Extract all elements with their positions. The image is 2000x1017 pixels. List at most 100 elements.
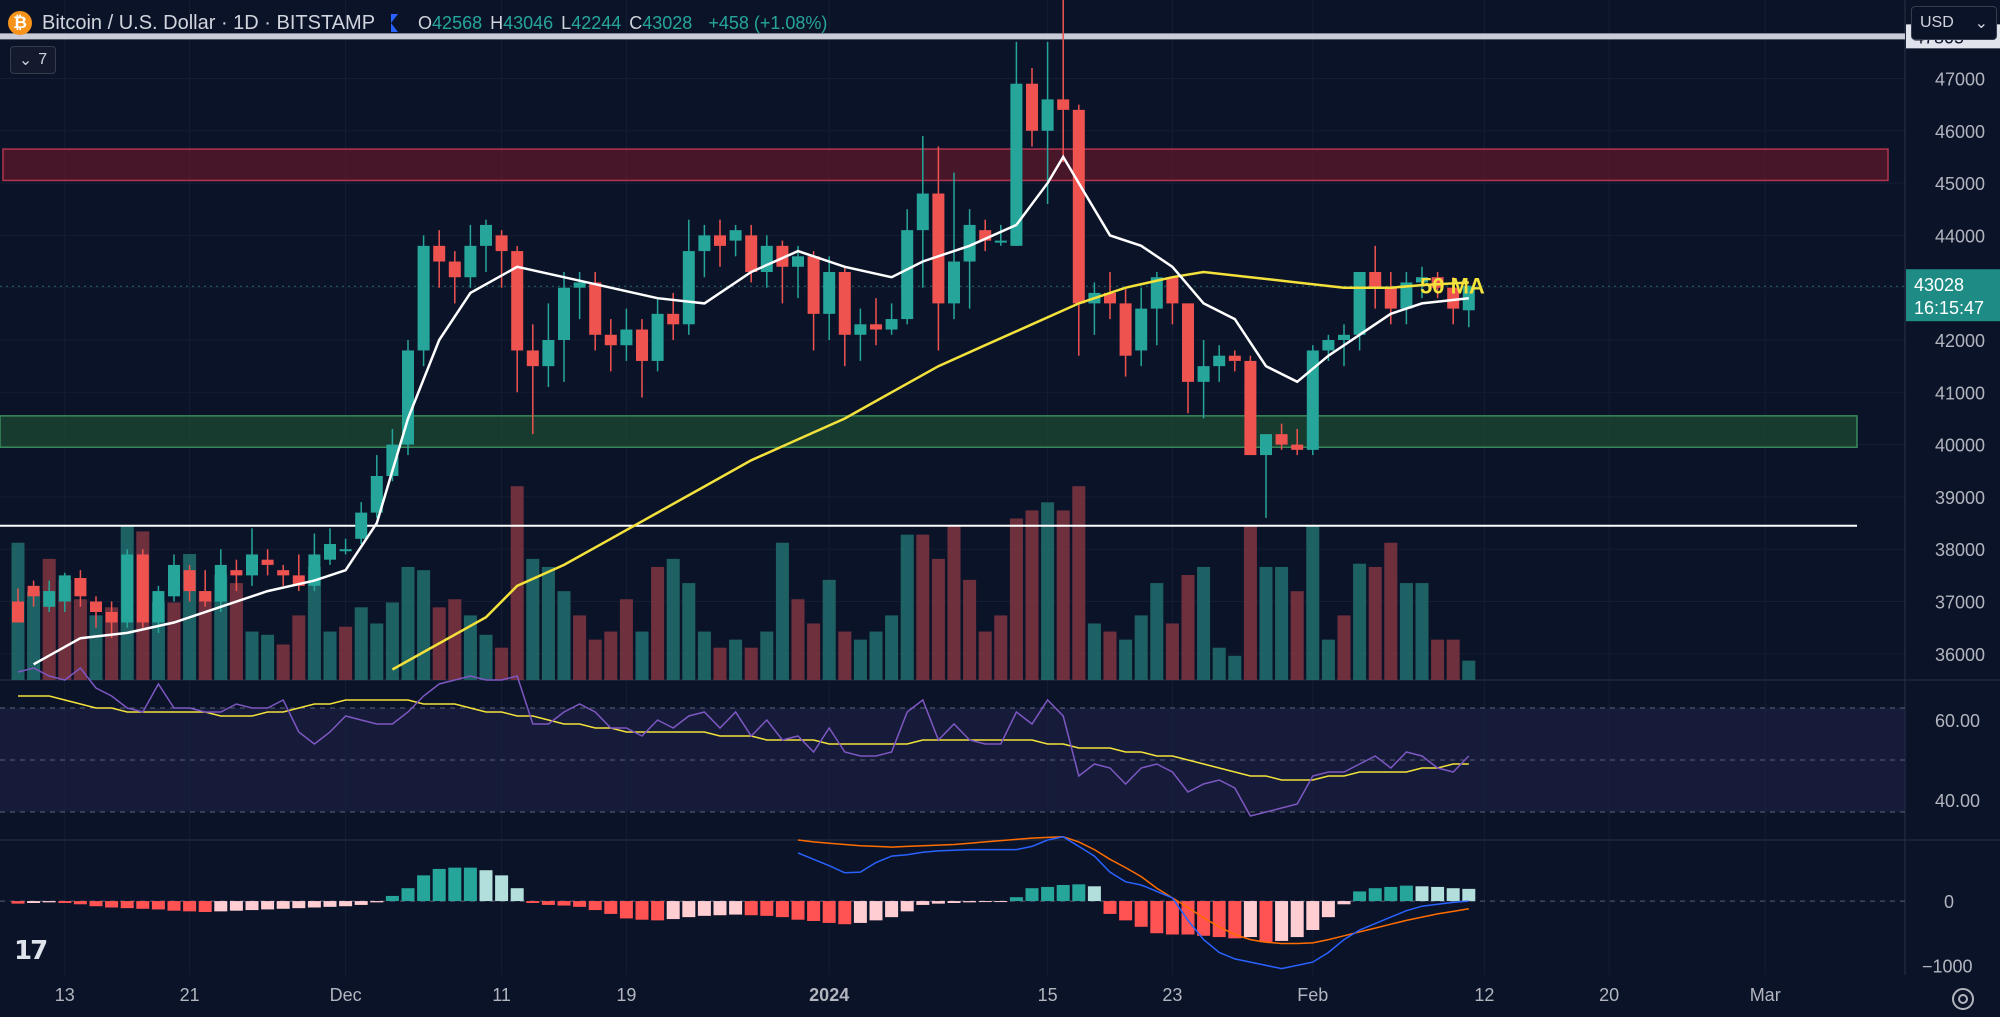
candle-body <box>1447 287 1460 309</box>
macd-histogram-bar <box>401 888 415 902</box>
indicators-count: 7 <box>38 51 48 68</box>
volume-bar <box>1119 639 1133 680</box>
candle-body <box>43 591 56 607</box>
volume-bar <box>1384 542 1398 680</box>
macd-histogram-bar <box>526 901 540 903</box>
time-tick-label: 12 <box>1474 985 1494 1005</box>
ohlc-low-value: 42244 <box>571 12 622 33</box>
time-tick-label: 11 <box>492 985 511 1005</box>
volume-bar <box>1321 639 1335 680</box>
price-tick-label: 46000 <box>1935 122 1985 142</box>
volume-bar <box>1290 591 1304 680</box>
volume-bar <box>869 631 883 680</box>
volume-bar <box>1009 518 1023 680</box>
rsi-ma-line <box>18 695 1469 781</box>
macd-histogram-bar <box>183 901 197 912</box>
volume-bar <box>885 615 899 680</box>
macd-histogram-bar <box>1181 901 1195 935</box>
price-tick-label: 38000 <box>1935 540 1985 560</box>
candle-body <box>308 554 321 586</box>
macd-histogram-bar <box>27 901 41 903</box>
price-tick-label: 39000 <box>1935 488 1985 508</box>
gear-icon[interactable] <box>1952 988 1974 1010</box>
candle-body <box>27 585 40 597</box>
currency-select[interactable]: USD ⌄ <box>1911 6 1997 40</box>
candle-body <box>168 564 180 597</box>
time-tick-label: Feb <box>1297 985 1328 1005</box>
volume-bar <box>105 607 119 680</box>
candle-body <box>604 334 617 346</box>
macd-histogram-bar <box>1384 886 1398 902</box>
time-tick-label: 13 <box>55 985 75 1005</box>
macd-histogram-bar <box>651 901 665 921</box>
macd-histogram-bar <box>1072 884 1086 902</box>
macd-histogram-bar <box>1243 901 1257 938</box>
time-tick-label: 23 <box>1162 985 1182 1005</box>
candle-body <box>12 601 24 623</box>
candle-body <box>495 235 508 252</box>
volume-bar <box>900 534 914 680</box>
candle-body <box>979 230 992 241</box>
volume-bar <box>1212 647 1226 680</box>
candle-body <box>792 256 804 267</box>
volume-bar <box>292 615 306 680</box>
annotation-labels: 50 MA <box>1420 273 1485 298</box>
macd-histogram-bar <box>573 901 587 907</box>
volume-bar <box>1431 639 1445 680</box>
candle-body <box>745 235 758 272</box>
macd-pane <box>0 836 1905 970</box>
macd-histogram-bar <box>604 901 618 914</box>
macd-histogram-bar <box>635 901 649 920</box>
volume-bar <box>463 615 477 680</box>
volume-bar <box>963 579 977 680</box>
volume-bar <box>339 626 353 680</box>
volume-bar <box>978 631 992 680</box>
candle-body <box>448 261 461 278</box>
volume-bar <box>1415 583 1429 680</box>
macd-histogram-bar <box>1087 886 1101 902</box>
macd-histogram-bar <box>1415 886 1429 902</box>
volume-bar <box>401 566 415 680</box>
macd-histogram-bar <box>713 901 727 916</box>
candle-body <box>776 245 789 267</box>
macd-histogram-bar <box>120 901 134 909</box>
candle-body <box>838 272 851 335</box>
candle-body <box>1119 303 1132 356</box>
candle-body <box>1072 109 1085 304</box>
symbol-title[interactable]: Bitcoin / U.S. Dollar · 1D · BITSTAMP <box>42 11 376 34</box>
macd-histogram-bar <box>1275 901 1289 941</box>
volume-bar <box>448 599 462 680</box>
volume-bar <box>1259 566 1273 680</box>
last-price-label: 43028 <box>1914 275 1964 295</box>
ohlc-high-key: H <box>490 12 504 33</box>
macd-histogram-bar <box>307 901 321 908</box>
price-tick-label: 44000 <box>1935 226 1985 246</box>
price-tick-label: 40000 <box>1935 436 1985 456</box>
macd-histogram-bar <box>1150 901 1164 934</box>
volume-bar <box>713 647 727 680</box>
macd-histogram-bar <box>729 901 743 915</box>
candle-body <box>885 319 898 330</box>
volume-bar <box>417 570 431 680</box>
chevron-down-icon: ⌄ <box>1974 15 1988 32</box>
ohlc-high-value: 43046 <box>503 12 554 33</box>
volume-bar <box>931 558 945 680</box>
volume-bar <box>245 631 259 680</box>
macd-histogram-bar <box>432 868 446 902</box>
ohlc-open-value: 42568 <box>432 12 483 33</box>
volume-bar <box>1337 615 1351 680</box>
macd-histogram-bar <box>666 901 680 920</box>
candle-body <box>339 549 352 552</box>
currency-label: USD <box>1920 14 1954 31</box>
flag-icon[interactable] <box>391 14 399 32</box>
rsi-tick-label: 40.00 <box>1935 791 1980 811</box>
ma50-line <box>391 270 1469 671</box>
indicators-toggle-button[interactable]: ⌄ 7 <box>10 46 56 74</box>
candle-body <box>105 612 118 623</box>
macd-histogram-bar <box>479 870 493 902</box>
candle-body <box>729 230 742 241</box>
price-tick-label: 47000 <box>1935 69 1985 89</box>
rsi-line <box>17 666 1470 817</box>
tradingview-logo[interactable]: 17 <box>14 936 48 966</box>
